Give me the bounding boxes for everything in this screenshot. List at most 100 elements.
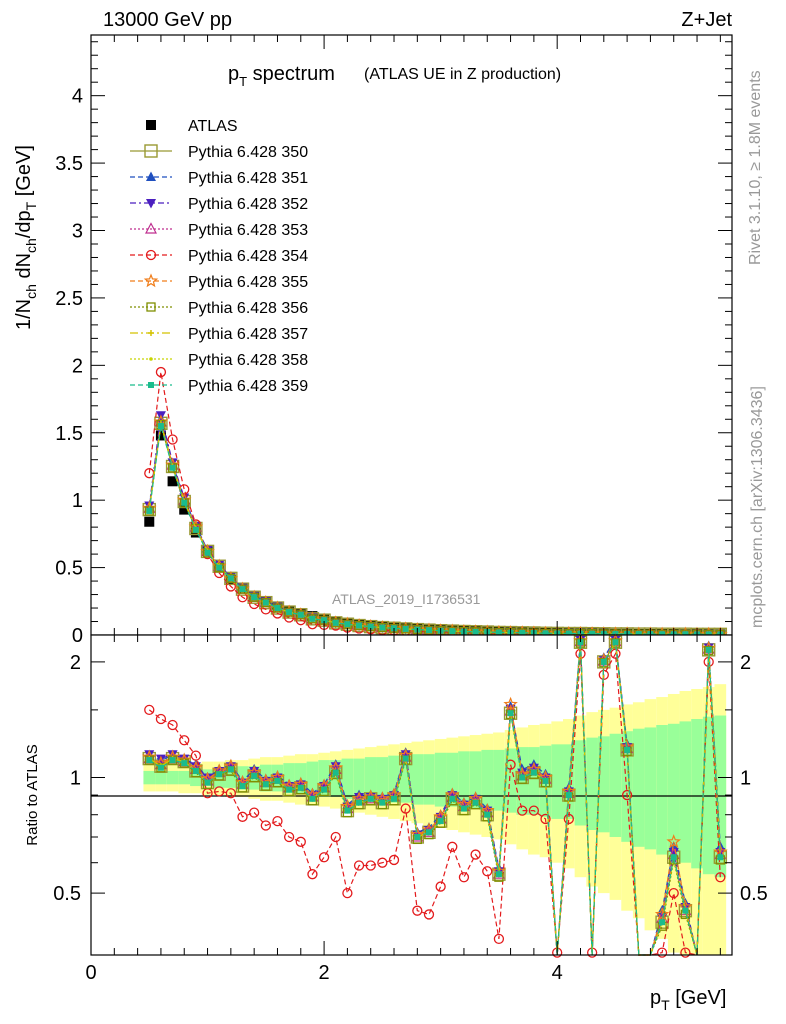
ratio-band-green xyxy=(679,721,692,863)
ratio-xtick-label: 0 xyxy=(85,962,96,984)
ratio-band-green xyxy=(691,719,703,869)
collision-label: 13000 GeV pp xyxy=(103,9,232,31)
mc-series-point xyxy=(192,526,199,533)
ratio-series-point xyxy=(610,648,621,659)
mc-series-line xyxy=(148,371,721,636)
ratio-series-line xyxy=(148,651,721,956)
legend-marker xyxy=(145,249,157,261)
mc-series-point xyxy=(146,507,153,514)
ratio-series-point xyxy=(542,777,549,784)
ratio-band-green xyxy=(399,755,412,803)
mc-series-point xyxy=(425,627,432,634)
ratio-series-point xyxy=(321,786,328,793)
mc-series-point xyxy=(155,366,167,378)
ratio-series-point xyxy=(656,947,668,958)
ratio-series-point xyxy=(705,646,712,653)
mc-series-point xyxy=(297,611,304,618)
chart-title: pT spectrum xyxy=(228,63,335,89)
ratio-series-point xyxy=(495,871,502,878)
mc-series-point xyxy=(659,631,666,638)
mc-series-point xyxy=(379,624,386,631)
ratio-series-point xyxy=(146,757,153,764)
legend-label: Pythia 6.428 357 xyxy=(188,326,308,343)
main-ytick-label: 4 xyxy=(72,86,83,108)
legend-atlas-label: ATLAS xyxy=(188,118,238,135)
ratio-band-green xyxy=(283,763,295,794)
mc-series-point xyxy=(565,630,572,637)
process-label: Z+Jet xyxy=(681,9,732,31)
ratio-series-point xyxy=(181,760,188,767)
ratio-band-green xyxy=(469,751,482,809)
legend-label: Pythia 6.428 350 xyxy=(188,144,308,161)
ratio-series-point xyxy=(460,805,467,812)
legend-marker xyxy=(148,330,154,336)
main-y-axis: 0 0.5 1 1.5 2 2.5 3 3.5 4 xyxy=(55,35,732,647)
ratio-series-point xyxy=(169,757,176,764)
ratio-band-green xyxy=(306,761,319,796)
ratio-series-point xyxy=(342,887,353,899)
main-ytick-label: 3 xyxy=(72,221,83,243)
mc-series-point xyxy=(589,630,596,637)
main-panel: 0 0.5 1 1.5 2 2.5 3 3.5 4 pT spectrum (ATLAS UE … xyxy=(13,34,733,647)
ratio-series-point xyxy=(192,767,199,774)
ratio-band-green xyxy=(458,751,470,809)
ratio-series-point xyxy=(388,854,400,866)
mc-series-point xyxy=(309,615,316,622)
mc-series-point xyxy=(216,564,223,571)
ratio-series-line xyxy=(148,640,721,956)
ratio-series-point xyxy=(472,799,479,806)
ratio-band-green xyxy=(551,744,564,819)
mc-series-point xyxy=(272,603,283,613)
ratio-band-green xyxy=(423,754,435,805)
mc-series-line xyxy=(148,424,721,635)
ratio-series-point xyxy=(225,788,237,799)
legend-label: Pythia 6.428 352 xyxy=(188,196,308,213)
mc-series-point xyxy=(705,631,712,638)
ratio-series-point xyxy=(400,750,411,760)
ratio-series-point xyxy=(470,849,481,860)
ratio-band-green xyxy=(528,747,540,815)
ratio-series-point xyxy=(332,769,339,776)
ratio-series-point xyxy=(528,805,540,816)
ratio-series-point xyxy=(249,766,260,777)
mc-series-point xyxy=(227,575,234,582)
ratio-series-point xyxy=(214,786,225,797)
ratio-band-green xyxy=(225,767,237,788)
ratio-series-point xyxy=(563,813,574,825)
ratio-series-point xyxy=(715,872,726,883)
ratio-series-point xyxy=(400,803,411,814)
ratio-series-point xyxy=(356,799,363,806)
mc-series-point xyxy=(344,621,351,628)
ratio-series-point xyxy=(167,719,178,731)
ratio-series-point xyxy=(659,919,666,926)
ratio-series-point xyxy=(414,833,421,840)
ratio-series-point xyxy=(237,811,248,822)
mc-series-point xyxy=(286,609,293,616)
ratio-series-point xyxy=(190,750,202,761)
ratio-series-point xyxy=(517,768,528,779)
ratio-series-point xyxy=(227,766,234,773)
main-ytick-label: 0 xyxy=(72,625,83,647)
atlas-data-point xyxy=(167,476,178,487)
ratio-series-point xyxy=(216,771,223,778)
ratio-band-green xyxy=(632,728,645,847)
ratio-band-green xyxy=(481,749,494,811)
main-ylabel: 1/Nch dNch/dpT [GeV] xyxy=(13,145,39,330)
atlas-data-point xyxy=(144,516,155,527)
ratio-series-point xyxy=(367,795,374,802)
ratio-ytick-label: 0.5 xyxy=(53,883,81,905)
ratio-band-green xyxy=(166,770,179,785)
mcplots-label: mcplots.cern.ch [arXiv:1306.3436] xyxy=(749,386,766,628)
mc-series-point xyxy=(249,592,259,602)
mc-series-point xyxy=(635,631,642,638)
legend-label: Pythia 6.428 354 xyxy=(188,248,308,265)
ratio-series-point xyxy=(377,857,388,868)
mc-series-point xyxy=(682,631,689,638)
mc-series-point xyxy=(167,434,178,445)
ratio-series-point xyxy=(484,811,491,818)
ratio-series-point xyxy=(528,763,539,774)
ratio-panel: 0.5 0.5 1 1 2 2 0 2 4 Ratio to ATLAS pT [GeV] xyxy=(24,633,768,1013)
ratio-series-point xyxy=(666,834,681,849)
ratio-series-point xyxy=(668,847,679,858)
legend-marker xyxy=(143,273,159,288)
